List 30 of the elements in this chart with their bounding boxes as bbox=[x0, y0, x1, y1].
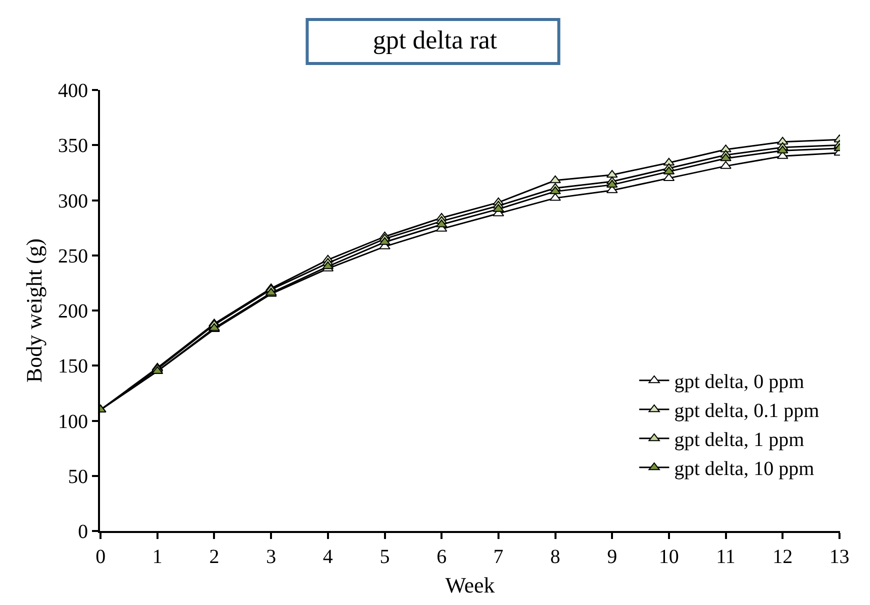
x-axis-title: Week bbox=[445, 572, 495, 598]
x-tick-label: 7 bbox=[493, 546, 504, 568]
y-tick-label: 250 bbox=[58, 245, 88, 268]
x-tick-label: 10 bbox=[658, 546, 679, 568]
x-tick-label: 6 bbox=[436, 546, 447, 568]
legend-label: gpt delta, 1 ppm bbox=[674, 429, 805, 452]
y-axis-title: Body weight (g) bbox=[21, 238, 46, 383]
y-tick-label: 300 bbox=[58, 190, 88, 212]
y-tick-label: 0 bbox=[78, 521, 88, 543]
x-tick-label: 12 bbox=[772, 546, 793, 568]
y-tick-label: 150 bbox=[58, 356, 88, 378]
x-tick-label: 0 bbox=[96, 546, 106, 568]
x-tick-label: 1 bbox=[152, 546, 162, 568]
x-tick-label: 13 bbox=[829, 546, 850, 568]
x-tick-label: 3 bbox=[266, 546, 276, 568]
x-tick-label: 2 bbox=[209, 546, 220, 568]
y-tick-label: 50 bbox=[68, 466, 88, 488]
x-tick-label: 9 bbox=[607, 546, 618, 568]
x-tick-label: 11 bbox=[716, 546, 736, 568]
legend-label: gpt delta, 0 ppm bbox=[674, 371, 805, 394]
y-tick-label: 100 bbox=[58, 410, 88, 433]
legend-label: gpt delta, 0.1 ppm bbox=[674, 400, 820, 422]
x-tick-label: 8 bbox=[550, 546, 560, 568]
y-tick-label: 350 bbox=[58, 135, 88, 158]
x-tick-label: 5 bbox=[380, 546, 390, 568]
legend-label: gpt delta, 10 ppm bbox=[674, 458, 815, 480]
y-tick-label: 200 bbox=[58, 300, 88, 322]
y-tick-label: 400 bbox=[58, 80, 88, 102]
chart-title: gpt delta rat bbox=[372, 25, 498, 54]
x-tick-label: 4 bbox=[322, 546, 333, 568]
